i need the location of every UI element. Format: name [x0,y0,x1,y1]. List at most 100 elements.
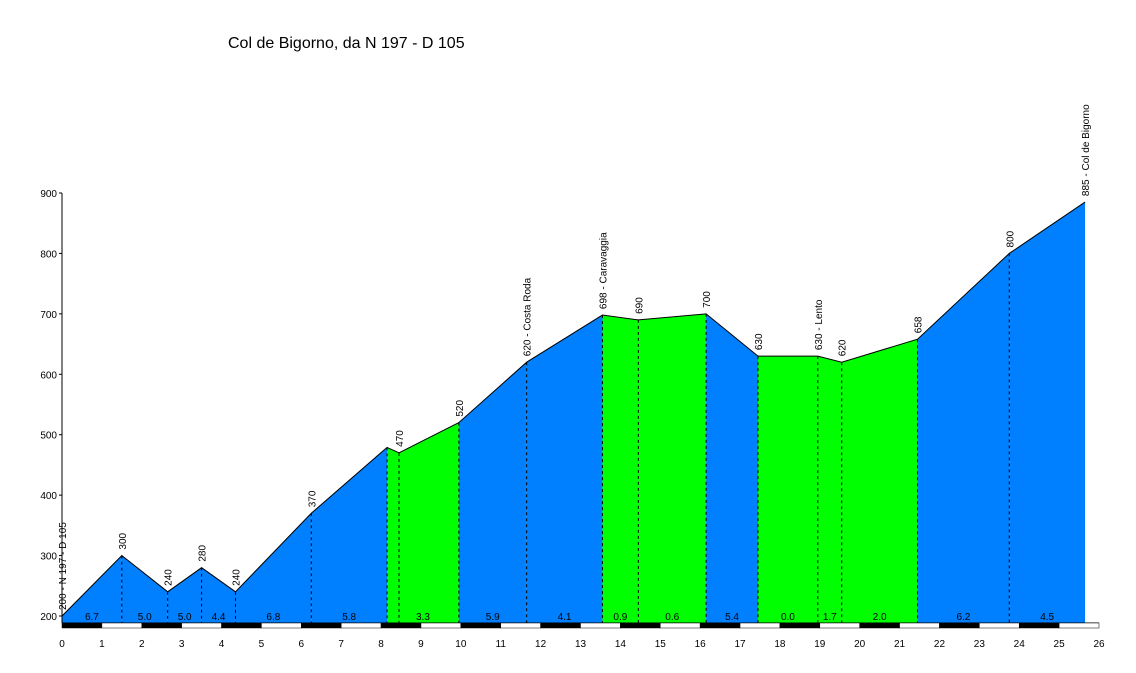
waypoint-label: 470 [395,430,406,447]
profile-segment-11 [706,313,758,623]
distance-bar-cell [301,622,342,629]
waypoint-label: 800 [1005,230,1016,247]
x-tick-label: 1 [99,639,105,650]
gradient-label: 5.8 [342,612,356,623]
profile-segment-6 [387,422,459,623]
distance-bar-cell [739,622,781,629]
profile-segment-8 [526,315,603,623]
distance-bar-cell [261,622,302,629]
y-tick-label: 300 [40,552,57,563]
y-tick-label: 900 [40,189,57,200]
profile-segment-13 [817,356,842,623]
distance-bar-cell [101,622,143,629]
gradient-label: 6.8 [266,612,280,623]
waypoint-label: 620 - Costa Roda [523,277,534,356]
profile-segment-15 [917,253,1010,623]
x-tick-label: 8 [378,639,384,650]
gradient-label: 4.1 [558,612,572,623]
profile-segment-3 [201,567,236,623]
waypoint-label: 520 [455,400,466,417]
waypoint-label: 885 - Col de Bigorno [1081,104,1092,196]
gradient-label: 0.6 [665,612,679,623]
x-tick-label: 3 [179,639,185,650]
x-tick-label: 19 [814,639,826,650]
profile-segment-12 [757,356,818,623]
waypoint-label: 630 [754,333,765,350]
x-tick-label: 16 [695,639,707,650]
distance-bar-cell [580,622,621,629]
profile-segment-2 [167,567,202,623]
gradient-label: 6.2 [956,612,970,623]
distance-bar-cell [380,622,422,629]
distance-bar-cell [859,622,900,629]
profile-segment-14 [841,339,918,623]
waypoint-label: 700 [702,291,713,308]
distance-bar-cell [819,622,860,629]
x-tick-label: 11 [496,639,507,650]
distance-bar-cell [779,622,821,629]
profile-segment-10 [638,313,707,623]
distance-bar-cell [460,622,501,629]
distance-bar-cell [660,622,701,629]
x-tick-label: 26 [1093,639,1105,650]
distance-bar-cell [500,622,541,629]
x-tick-label: 10 [455,639,467,650]
gradient-label: 5.0 [178,612,192,623]
gradient-label: 6.7 [85,612,99,623]
x-tick-label: 15 [655,639,667,650]
x-tick-label: 24 [1014,639,1026,650]
waypoint-label: 620 [838,339,849,356]
x-tick-label: 25 [1054,639,1066,650]
x-tick-label: 23 [974,639,986,650]
waypoint-label: 280 [198,545,209,562]
waypoint-label: 690 [634,297,645,314]
x-tick-label: 13 [575,639,587,650]
y-tick-label: 600 [40,370,57,381]
waypoint-label: 658 [914,316,925,333]
profile-segment-1 [121,555,168,623]
distance-bar-cell [540,622,581,629]
y-tick-label: 400 [40,491,57,502]
distance-bar-cell [939,622,980,629]
gradient-label: 5.0 [138,612,152,623]
gradient-label: 1.7 [823,612,837,623]
profile-segment-4 [235,513,312,623]
distance-bar-cell [1018,622,1060,629]
x-tick-label: 4 [219,639,225,650]
distance-bar-cell [181,622,222,629]
distance-bar-cell [61,622,103,629]
y-tick-label: 800 [40,249,57,260]
x-tick-label: 17 [734,639,746,650]
x-tick-label: 21 [894,639,906,650]
chart-title: Col de Bigorno, da N 197 - D 105 [228,35,465,52]
distance-bar-cell [141,622,182,629]
x-tick-label: 6 [299,639,305,650]
x-tick-label: 5 [259,639,265,650]
distance-bar-cell [620,622,661,629]
y-tick-label: 500 [40,431,57,442]
x-tick-label: 0 [59,639,65,650]
profile-segment-9 [602,315,639,623]
x-tick-label: 7 [338,639,344,650]
gradient-label: 4.5 [1040,612,1054,623]
profile-segment-5 [311,447,388,623]
x-tick-label: 22 [934,639,946,650]
profile-segment-7 [458,362,527,623]
x-tick-label: 2 [139,639,145,650]
x-tick-label: 14 [615,639,627,650]
gradient-label: 4.4 [212,612,226,623]
y-tick-label: 200 [40,612,57,623]
gradient-label: 5.4 [725,612,739,623]
waypoint-label: 240 [164,569,175,586]
gradient-label: 0.0 [781,612,795,623]
x-tick-label: 9 [418,639,424,650]
distance-bar-cell [420,622,462,629]
waypoint-label: 240 [231,569,242,586]
distance-bar-cell [699,622,741,629]
waypoint-label: 698 - Caravaggia [598,232,609,309]
distance-bar-cell [340,622,382,629]
gradient-label: 2.0 [873,612,887,623]
waypoint-label: 370 [307,490,318,507]
